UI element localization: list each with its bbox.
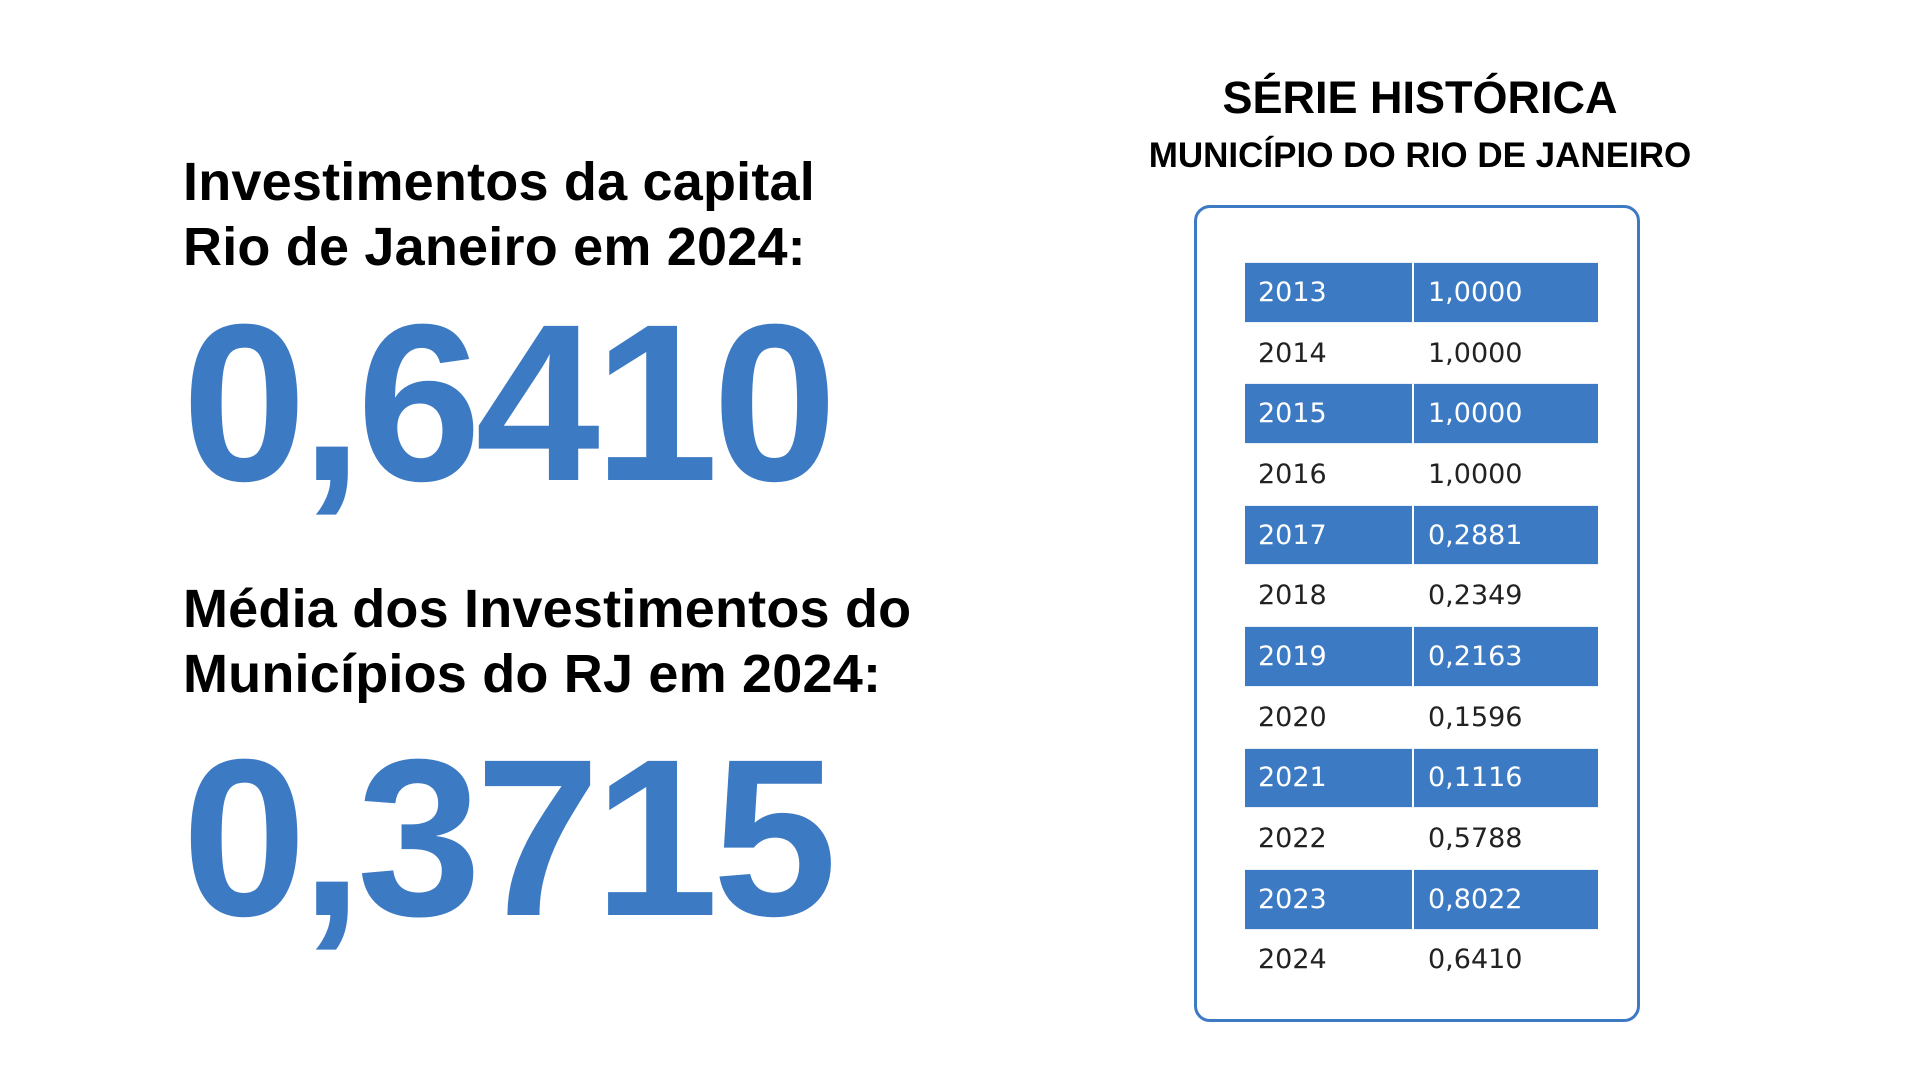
series-title: SÉRIE HISTÓRICA <box>1222 72 1618 123</box>
value-cell: 1,0000 <box>1414 383 1598 445</box>
table-row: 2015 1,0000 <box>1245 383 1598 445</box>
year-cell: 2021 <box>1245 747 1414 809</box>
value-cell: 1,0000 <box>1428 458 1523 490</box>
year-cell: 2015 <box>1245 383 1414 445</box>
value-cell: 0,1116 <box>1414 747 1598 809</box>
average-investment-label: Média dos Investimentos do Municípios do… <box>183 577 911 707</box>
table-row: 2023 0,8022 <box>1245 868 1598 930</box>
value-cell: 0,6410 <box>1428 944 1523 976</box>
historical-series-table: 2013 1,0000 2014 1,0000 2015 1,0000 2016… <box>1245 262 1598 990</box>
value-cell: 1,0000 <box>1428 337 1523 369</box>
average-label-line-2: Municípios do RJ em 2024: <box>183 644 882 704</box>
value-cell: 0,8022 <box>1414 868 1598 930</box>
table-row: 2016 1,0000 <box>1245 444 1598 505</box>
year-cell: 2013 <box>1245 262 1414 323</box>
table-row: 2024 0,6410 <box>1245 930 1598 991</box>
table-row: 2013 1,0000 <box>1245 262 1598 323</box>
year-cell: 2014 <box>1258 337 1327 369</box>
average-investment-value: 0,3715 <box>182 713 837 963</box>
table-row: 2020 0,1596 <box>1245 687 1598 748</box>
value-cell: 1,0000 <box>1414 262 1598 323</box>
value-cell: 0,1596 <box>1428 701 1523 733</box>
table-row: 2014 1,0000 <box>1245 323 1598 384</box>
capital-label-line-1: Investimentos da capital <box>183 152 815 212</box>
value-cell: 0,2881 <box>1414 504 1598 566</box>
capital-investment-value: 0,6410 <box>182 278 837 528</box>
capital-label-line-2: Rio de Janeiro em 2024: <box>183 217 806 277</box>
capital-investment-label: Investimentos da capital Rio de Janeiro … <box>183 150 815 280</box>
year-cell: 2017 <box>1245 504 1414 566</box>
table-row: 2021 0,1116 <box>1245 747 1598 809</box>
year-cell: 2018 <box>1258 580 1327 612</box>
year-cell: 2019 <box>1245 626 1414 687</box>
table-row: 2017 0,2881 <box>1245 504 1598 566</box>
value-cell: 0,2163 <box>1414 626 1598 687</box>
value-cell: 0,2349 <box>1428 580 1523 612</box>
year-cell: 2024 <box>1258 944 1327 976</box>
series-subtitle: MUNICÍPIO DO RIO DE JANEIRO <box>1148 136 1692 175</box>
table-row: 2019 0,2163 <box>1245 626 1598 687</box>
year-cell: 2023 <box>1245 868 1414 930</box>
year-cell: 2022 <box>1258 823 1327 855</box>
value-cell: 0,5788 <box>1428 823 1523 855</box>
year-cell: 2020 <box>1258 701 1327 733</box>
table-row: 2022 0,5788 <box>1245 808 1598 869</box>
average-label-line-1: Média dos Investimentos do <box>183 579 912 639</box>
year-cell: 2016 <box>1258 458 1327 490</box>
table-row: 2018 0,2349 <box>1245 565 1598 626</box>
